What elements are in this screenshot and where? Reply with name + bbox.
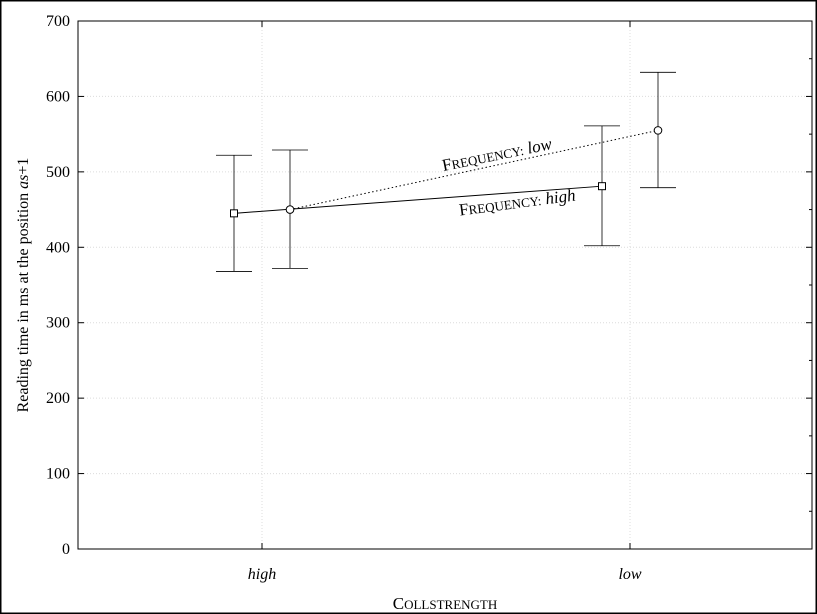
data-point	[285, 205, 295, 214]
grid-layer	[78, 21, 812, 549]
data-point	[653, 126, 663, 135]
series-label: FREQUENCY: high	[458, 185, 577, 219]
y-tick-label: 500	[46, 164, 70, 181]
x-tick-label: high	[248, 566, 276, 583]
series-layer	[216, 71, 676, 272]
plot-area	[77, 20, 813, 550]
label-layer: FREQUENCY: high FREQUENCY: low	[440, 134, 576, 220]
y-tick-label: 400	[46, 239, 70, 256]
y-tick-label: 100	[46, 466, 70, 483]
y-tick-label: 0	[62, 541, 70, 558]
data-point	[230, 209, 238, 218]
y-tick-label: 300	[46, 315, 70, 332]
y-tick-label: 200	[46, 390, 70, 407]
y-tick-label: 600	[46, 88, 70, 105]
series-line	[289, 129, 659, 211]
x-tick-label: low	[618, 566, 641, 583]
axis-layer: 0 100 200 300 400 500 600 700 high low COLLSTRENGT…	[15, 13, 812, 613]
data-point	[598, 182, 606, 191]
y-tick-label: 700	[46, 13, 70, 30]
series-label: FREQUENCY: low	[440, 134, 554, 175]
x-axis-title: COLLSTRENGTH	[393, 594, 498, 613]
y-axis-title: Reading time in ms at the position as+1	[15, 158, 32, 413]
